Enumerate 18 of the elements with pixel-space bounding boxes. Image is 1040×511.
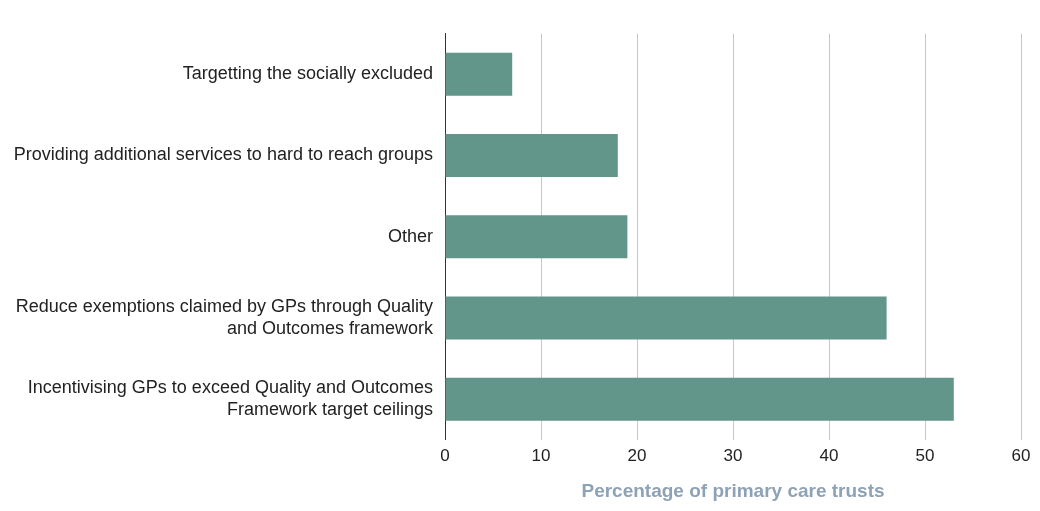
x-tick-label: 60 — [1011, 445, 1031, 465]
x-tick-label: 30 — [723, 445, 743, 465]
bar — [445, 52, 513, 96]
y-tick-label: Reduce exemptions claimed by GPs through Quality and Outcomes framework — [15, 296, 434, 338]
x-tick-label: 50 — [915, 445, 935, 465]
x-tick-label: 10 — [531, 445, 551, 465]
x-tick-label: 20 — [627, 445, 647, 465]
y-tick-label: Targetting the socially excluded — [182, 63, 433, 84]
x-tick-label: 40 — [819, 445, 839, 465]
bar — [445, 215, 628, 259]
y-tick-label: Other — [387, 225, 433, 246]
x-tick-label: 0 — [440, 445, 450, 465]
bar — [445, 296, 887, 340]
bar — [445, 133, 618, 177]
y-tick-label: Providing additional services to hard to reach groups — [13, 144, 433, 165]
x-axis-title: Percentage of primary care trusts — [581, 479, 885, 501]
bar — [445, 377, 954, 421]
y-tick-label: Incentivising GPs to exceed Quality and Outcomes Framework target ceilings — [27, 377, 433, 419]
